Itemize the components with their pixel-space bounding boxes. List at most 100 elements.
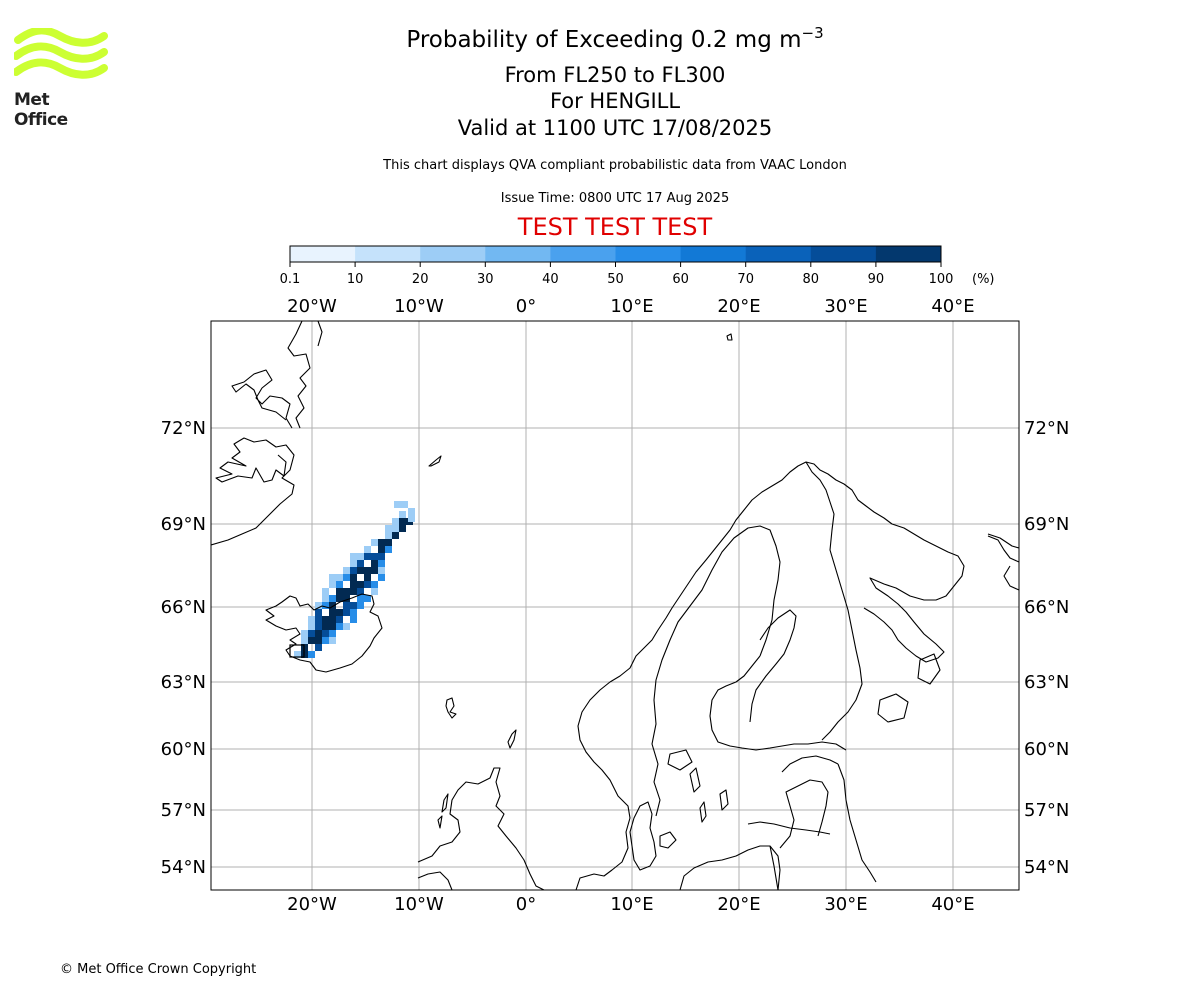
plume-cell bbox=[308, 651, 315, 658]
plume-cell bbox=[308, 623, 315, 630]
plume-cell bbox=[357, 595, 364, 602]
colorbar-swatch bbox=[290, 246, 356, 262]
danish-islands bbox=[659, 831, 677, 849]
plume-cell bbox=[357, 588, 364, 595]
white-sea-coast bbox=[1003, 565, 1019, 591]
lon-label-top: 0° bbox=[516, 296, 536, 317]
lat-label-left: 60°N bbox=[161, 739, 206, 760]
plume-cell bbox=[399, 511, 406, 518]
plume-cell bbox=[343, 574, 350, 581]
colorbar-swatch bbox=[810, 246, 877, 262]
jan-mayen bbox=[428, 455, 442, 467]
plume-cell bbox=[343, 595, 350, 602]
greenland-coast-north bbox=[231, 369, 293, 429]
plume-cell bbox=[336, 574, 343, 581]
copyright-notice: © Met Office Crown Copyright bbox=[60, 962, 257, 977]
plume-cell bbox=[315, 630, 322, 637]
plume-cell bbox=[301, 630, 308, 637]
plume-cell bbox=[329, 574, 336, 581]
plume-cell bbox=[294, 651, 301, 658]
belarus-border bbox=[769, 845, 779, 890]
test-banner: TEST TEST TEST bbox=[517, 213, 713, 241]
plume-cell bbox=[315, 602, 322, 609]
ireland-coast bbox=[417, 871, 453, 890]
lat-label-left: 66°N bbox=[161, 597, 206, 618]
lon-label-top: 10°W bbox=[394, 296, 444, 317]
plume-cell bbox=[408, 515, 415, 522]
plume-cell bbox=[329, 630, 336, 637]
plume-cell bbox=[315, 623, 322, 630]
plume-cell bbox=[322, 595, 329, 602]
plume-cell bbox=[336, 581, 343, 588]
lat-label-right: 66°N bbox=[1024, 597, 1069, 618]
met-office-logo: Met Office bbox=[12, 26, 108, 130]
lat-label-right: 63°N bbox=[1024, 672, 1069, 693]
plume-cell bbox=[308, 616, 315, 623]
plume-cell bbox=[315, 609, 322, 616]
colorbar-swatch bbox=[615, 246, 682, 262]
lon-label-bottom: 20°W bbox=[287, 894, 337, 915]
plume-cell bbox=[315, 644, 322, 651]
plume-cell bbox=[392, 518, 399, 525]
lon-label-top: 40°E bbox=[931, 296, 974, 317]
colorbar-swatch bbox=[745, 246, 812, 262]
plume-cell bbox=[322, 602, 329, 609]
plume-cell bbox=[357, 602, 364, 609]
lon-label-bottom: 10°W bbox=[394, 894, 444, 915]
chart-title-text: Probability of Exceeding 0.2 mg m bbox=[406, 27, 802, 53]
colorbar-swatch bbox=[875, 246, 942, 262]
plume-cell bbox=[357, 560, 364, 567]
lake-ladoga bbox=[877, 693, 909, 723]
kola-east-coast bbox=[987, 535, 1019, 563]
probability-colorbar: 0.1 10 20 30 40 50 60 70 80 90 100 (%) bbox=[280, 245, 995, 287]
plume-cell bbox=[329, 581, 336, 588]
map-panel: 20°W 10°W 0° 10°E 20°E 30°E 40°E 20°W 10… bbox=[161, 296, 1070, 915]
plume-cell bbox=[350, 567, 357, 574]
colorbar-unit: (%) bbox=[972, 272, 995, 287]
plume-cell bbox=[364, 574, 371, 581]
plume-cell bbox=[364, 553, 371, 560]
plume-cell bbox=[322, 616, 329, 623]
coastlines bbox=[211, 321, 1019, 890]
lon-label-top: 20°E bbox=[717, 296, 760, 317]
lon-labels-bottom: 20°W 10°W 0° 10°E 20°E 30°E 40°E bbox=[287, 894, 974, 915]
gulf-of-bothnia-coast bbox=[709, 655, 847, 751]
flight-levels: From FL250 to FL300 bbox=[504, 63, 726, 87]
lat-label-left: 54°N bbox=[161, 857, 206, 878]
plume-cell bbox=[336, 616, 343, 623]
hebrides bbox=[437, 793, 449, 829]
lon-label-top: 20°W bbox=[287, 296, 337, 317]
plume-cell bbox=[315, 637, 322, 644]
plume-cell bbox=[329, 609, 336, 616]
norway-sweden-border bbox=[651, 525, 781, 817]
plume-cell bbox=[329, 595, 336, 602]
plume-cell bbox=[315, 616, 322, 623]
colorbar-swatch bbox=[485, 246, 551, 262]
plume-cell bbox=[350, 560, 357, 567]
volcano-name: For HENGILL bbox=[549, 89, 681, 113]
colorbar-tick-label: 100 bbox=[929, 272, 954, 287]
plume-cell bbox=[329, 623, 336, 630]
chart-title-exponent: −3 bbox=[801, 24, 824, 42]
plume-cell bbox=[378, 546, 385, 553]
plume-cell bbox=[364, 567, 371, 574]
source-volcano-marker bbox=[289, 644, 305, 658]
plume-cell bbox=[378, 553, 385, 560]
plume-cell bbox=[394, 501, 401, 508]
lithuania-border bbox=[747, 821, 831, 835]
gotland bbox=[719, 789, 729, 811]
colorbar-tick-label: 10 bbox=[347, 272, 364, 287]
plume-cell bbox=[371, 581, 378, 588]
plume-cell bbox=[378, 567, 385, 574]
plume-cell bbox=[399, 518, 406, 525]
lat-labels-left: 72°N 69°N 66°N 63°N 60°N 57°N 54°N bbox=[161, 418, 206, 878]
plume-cell bbox=[385, 539, 392, 546]
plume-cell bbox=[343, 588, 350, 595]
map-frame bbox=[210, 320, 1020, 891]
lat-labels-right: 72°N 69°N 66°N 63°N 60°N 57°N 54°N bbox=[1024, 418, 1069, 878]
lat-label-right: 60°N bbox=[1024, 739, 1069, 760]
plume-cell bbox=[357, 567, 364, 574]
plume-cell bbox=[350, 588, 357, 595]
kanin-coast bbox=[987, 533, 1019, 549]
colorbar-swatch bbox=[355, 246, 421, 262]
